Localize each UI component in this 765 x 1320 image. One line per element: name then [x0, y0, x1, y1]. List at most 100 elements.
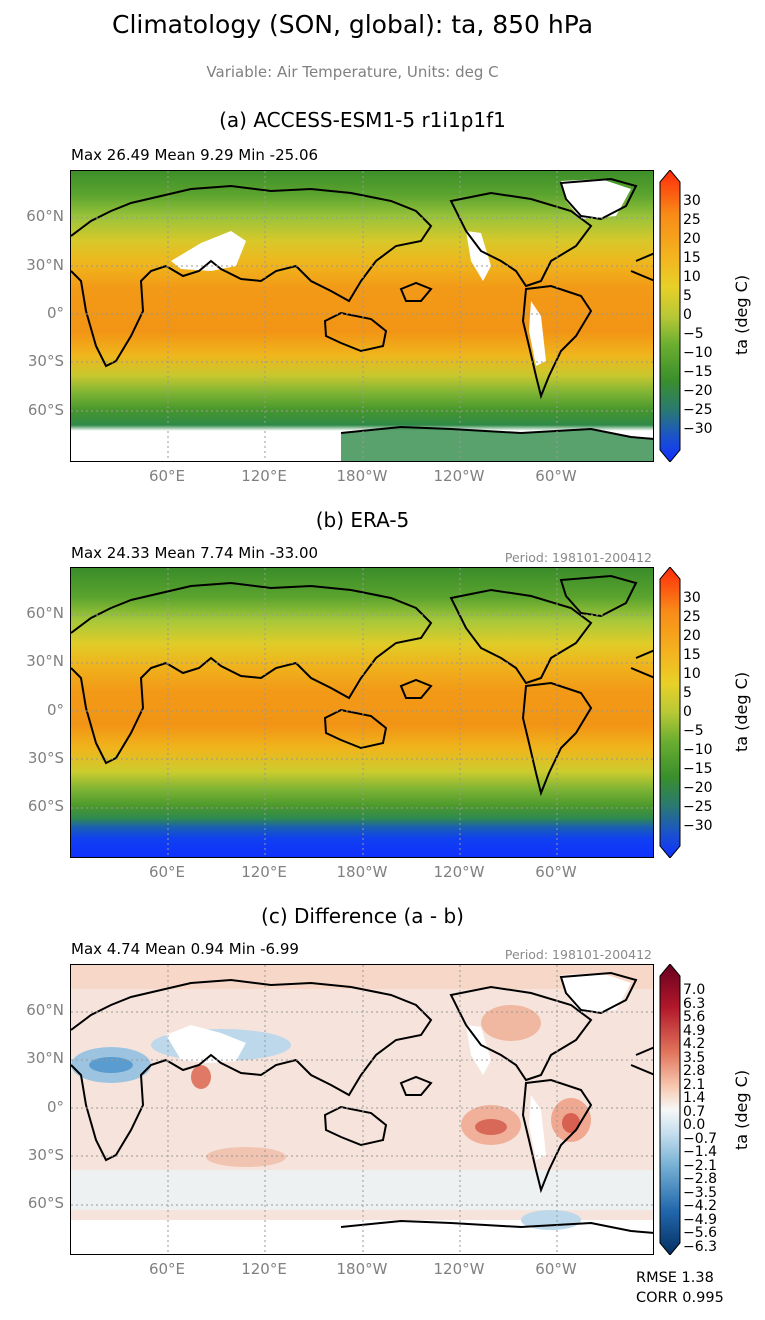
cb-c-tick-5: 3.5	[683, 1049, 706, 1066]
panel-c-lon-60e: 60°E	[148, 1260, 186, 1278]
cb-b-tick-11: −25	[683, 799, 713, 815]
cb-b-tick-4: 10	[683, 666, 701, 682]
cb-c-tick-9: 0.7	[683, 1103, 706, 1120]
panel-b-map	[70, 567, 654, 858]
panel-a-stats: Max 26.49 Mean 9.29 Min -25.06	[71, 146, 319, 164]
cb-c-tick-10: 0.0	[683, 1117, 706, 1133]
cb-c-tick-15: −3.5	[683, 1184, 717, 1201]
panel-c-lat-30n: 30°N	[26, 1049, 64, 1067]
panel-a-lat-60n: 60°N	[26, 207, 64, 225]
cb-a-tick-3: 15	[683, 250, 701, 266]
panel-b-lon-120w: 120°W	[433, 863, 485, 881]
panel-c-period: Period: 198101-200412	[504, 947, 652, 962]
panel-a-lat-30n: 30°N	[26, 256, 64, 274]
panel-b-lat-60n: 60°N	[26, 604, 64, 622]
cb-a-tick-11: −25	[683, 402, 713, 418]
cb-c-tick-7: 2.1	[683, 1076, 706, 1093]
panel-a-gridlines	[71, 171, 653, 461]
cb-c-tick-13: −2.1	[683, 1157, 717, 1174]
panel-c-lon-120e: 120°E	[241, 1260, 287, 1278]
panel-b-stats: Max 24.33 Mean 7.74 Min -33.00	[71, 544, 319, 562]
panel-b-lat-0: 0°	[46, 701, 64, 719]
cb-c-tick-16: −4.2	[683, 1198, 717, 1214]
panel-c-coastlines	[71, 971, 653, 1234]
panel-c-lon-180w: 180°W	[336, 1260, 388, 1278]
panel-b-colorbar	[659, 566, 681, 862]
cb-c-tick-19: −6.3	[683, 1238, 717, 1255]
panel-a-lon-120e: 120°E	[241, 467, 287, 485]
panel-a-lon-60w: 60°W	[535, 467, 577, 485]
cb-a-tick-5: 5	[683, 288, 692, 304]
panel-a-lat-0: 0°	[46, 304, 64, 322]
cb-b-tick-7: −5	[683, 723, 704, 739]
panel-b-lat-60s: 60°S	[27, 797, 64, 815]
panel-b-lon-60e: 60°E	[148, 863, 186, 881]
panel-b-title: (b) ERA-5	[315, 508, 410, 532]
panel-b-gridlines	[71, 568, 653, 857]
cb-c-tick-3: 4.9	[683, 1022, 706, 1039]
panel-a-title: (a) ACCESS-ESM1-5 r1i1p1f1	[219, 108, 506, 132]
panel-a-lon-60e: 60°E	[148, 467, 186, 485]
cb-b-tick-2: 20	[683, 628, 701, 644]
cb-a-tick-0: 30	[683, 193, 701, 209]
cb-c-tick-11: −0.7	[683, 1130, 717, 1147]
panel-c-lon-60w: 60°W	[535, 1260, 577, 1278]
panel-a-colorbar	[659, 169, 681, 466]
panel-a-map	[70, 170, 654, 462]
cb-a-tick-4: 10	[683, 269, 701, 285]
panel-a-lon-120w: 120°W	[433, 467, 485, 485]
cb-a-tick-1: 25	[683, 212, 701, 228]
cb-c-tick-0: 7.0	[683, 982, 706, 998]
panel-c-stats: Max 4.74 Mean 0.94 Min -6.99	[71, 940, 299, 958]
rmse-label: RMSE 1.38	[636, 1270, 714, 1286]
panel-c-lat-60s: 60°S	[27, 1194, 64, 1212]
cb-c-tick-8: 1.4	[683, 1090, 706, 1106]
panel-c-title: (c) Difference (a - b)	[261, 904, 464, 928]
panel-b-lon-120e: 120°E	[241, 863, 287, 881]
panel-b-coastlines	[71, 574, 653, 797]
cb-b-tick-1: 25	[683, 609, 701, 625]
panel-c-map-svg	[71, 965, 653, 1254]
cb-c-tick-12: −1.4	[683, 1144, 717, 1160]
cb-b-tick-10: −20	[683, 780, 713, 796]
cb-a-tick-12: −30	[683, 421, 713, 437]
panel-b-map-svg	[71, 568, 653, 857]
cb-a-tick-8: −10	[683, 345, 713, 361]
cb-c-tick-2: 5.6	[683, 1009, 706, 1025]
corr-label: CORR 0.995	[636, 1290, 724, 1306]
panel-a-coastlines	[71, 177, 653, 440]
cb-c-tick-1: 6.3	[683, 995, 706, 1012]
cb-a-tick-2: 20	[683, 231, 701, 247]
cb-c-tick-18: −5.6	[683, 1225, 717, 1241]
panel-b-colorbar-label: ta (deg C)	[732, 671, 751, 753]
cb-b-tick-6: 0	[683, 704, 692, 720]
cb-c-tick-14: −2.8	[683, 1171, 717, 1187]
figure-title: Climatology (SON, global): ta, 850 hPa	[111, 10, 594, 39]
cb-a-tick-7: −5	[683, 326, 704, 342]
panel-a-colorbar-label: ta (deg C)	[732, 274, 751, 356]
cb-a-tick-6: 0	[683, 307, 692, 323]
panel-c-lat-60n: 60°N	[26, 1001, 64, 1019]
panel-c-map	[70, 964, 654, 1255]
panel-b-lat-30s: 30°S	[27, 749, 64, 767]
cb-c-tick-4: 4.2	[683, 1036, 706, 1052]
cb-b-tick-3: 15	[683, 647, 701, 663]
cb-b-tick-8: −10	[683, 742, 713, 758]
cb-a-tick-10: −20	[683, 383, 713, 399]
cb-b-tick-12: −30	[683, 818, 713, 834]
panel-c-gridlines	[71, 965, 653, 1254]
panel-b-lon-60w: 60°W	[535, 863, 577, 881]
cb-c-tick-6: 2.8	[683, 1063, 706, 1079]
panel-c-lat-30s: 30°S	[27, 1146, 64, 1164]
panel-a-lat-60s: 60°S	[27, 401, 64, 419]
cb-c-tick-17: −4.9	[683, 1211, 717, 1228]
figure-subtitle: Variable: Air Temperature, Units: deg C	[206, 63, 499, 81]
panel-c-lon-120w: 120°W	[433, 1260, 485, 1278]
panel-b-lon-180w: 180°W	[336, 863, 388, 881]
panel-b-lat-30n: 30°N	[26, 652, 64, 670]
panel-c-lat-0: 0°	[46, 1098, 64, 1116]
panel-c-colorbar	[659, 963, 681, 1259]
cb-a-tick-9: −15	[683, 364, 713, 380]
panel-c-colorbar-label: ta (deg C)	[732, 1069, 751, 1151]
panel-b-period: Period: 198101-200412	[504, 550, 652, 565]
